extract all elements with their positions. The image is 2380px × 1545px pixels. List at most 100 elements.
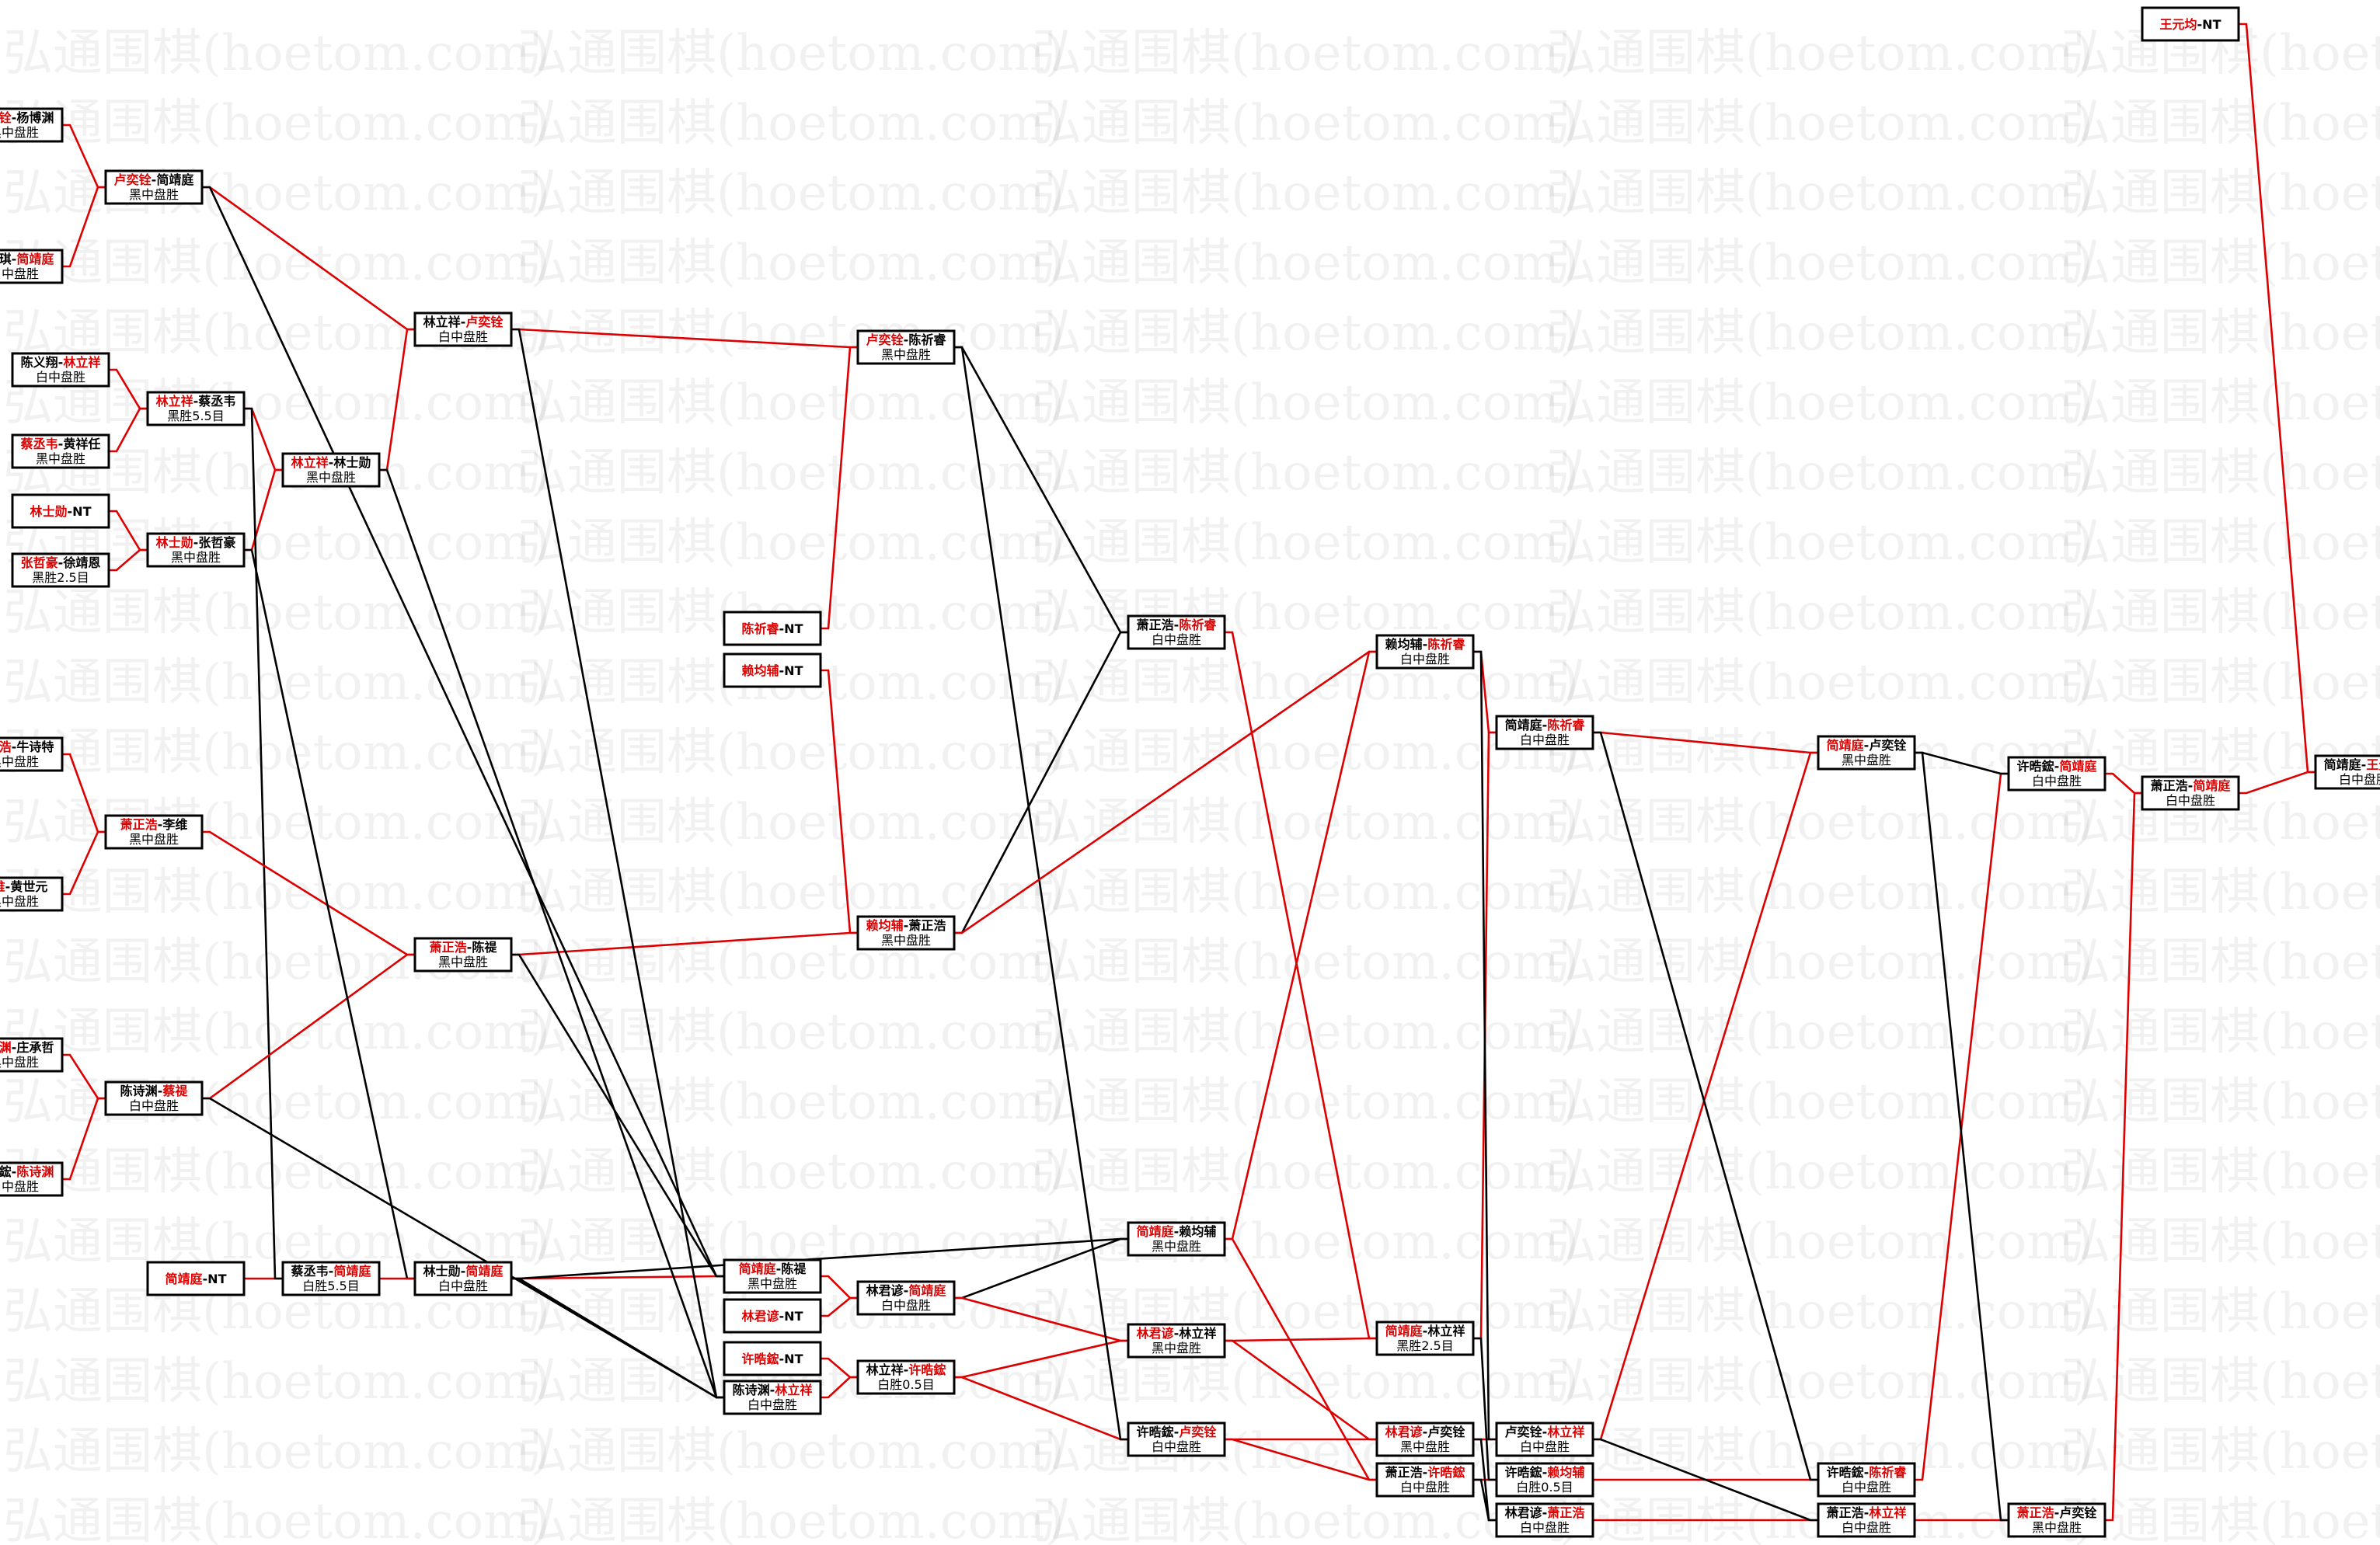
player-separator: -	[158, 817, 163, 832]
player-two: 赖均辅	[1179, 1224, 1216, 1239]
match-box-frame	[0, 107, 64, 143]
match-result: 白中盘胜	[1400, 652, 1450, 666]
watermark-text: 弘通围棋(hoetom.com)	[1032, 1073, 1579, 1131]
match-result: 黑中盘胜	[36, 451, 85, 466]
player-separator: -	[12, 739, 17, 754]
match-box-frame	[1495, 1502, 1594, 1538]
watermark-text: 弘通围棋(hoetom.com)	[1032, 444, 1579, 502]
watermark-text: 弘通围棋(hoetom.com)	[2061, 1073, 2380, 1131]
watermark-text: 弘通围棋(hoetom.com)	[1032, 1353, 1579, 1411]
player-two: NT	[784, 621, 803, 636]
match-players: 蔡丞韦-简靖庭	[291, 1264, 371, 1279]
match-box: 许晧鋐-陈诗渊白中盘胜	[0, 1161, 64, 1197]
player-two: 简靖庭	[2059, 759, 2096, 774]
match-box-frame	[856, 1359, 956, 1395]
watermark-text: 弘通围棋(hoetom.com)	[517, 444, 1065, 502]
player-two: 陈诗渊	[16, 1164, 54, 1179]
match-box-frame	[413, 311, 513, 347]
match-box-frame	[1375, 634, 1475, 670]
match-players: 简靖庭-赖均辅	[1137, 1224, 1217, 1239]
player-separator: -	[329, 1264, 334, 1279]
player-separator: -	[1542, 1425, 1548, 1439]
player-two: 陈祈睿	[1179, 618, 1217, 632]
match-result: 黑胜2.5目	[32, 570, 89, 585]
player-two: 陈禔	[472, 940, 497, 955]
player-separator: -	[779, 621, 785, 636]
player-one: 王元均	[2160, 17, 2197, 32]
match-result: 白中盘胜	[2339, 772, 2380, 787]
watermark-text: 弘通围棋(hoetom.com)	[1032, 1283, 1579, 1341]
player-two: 徐靖恩	[62, 555, 100, 570]
watermark-text: 弘通围棋(hoetom.com)	[2061, 235, 2380, 292]
bracket-line	[62, 1097, 106, 1181]
match-box: 王元均-NT	[2141, 6, 2240, 42]
player-separator: -	[1542, 1465, 1548, 1480]
watermark-text: 弘通围棋(hoetom.com)	[3, 1353, 550, 1411]
match-result: 黑中盘胜	[129, 187, 179, 202]
player-separator: -	[2361, 757, 2367, 772]
match-players: 卢奕铨-杨博渊	[0, 110, 54, 125]
match-result: 黑胜2.5目	[1396, 1338, 1453, 1353]
match-result: 黑中盘胜	[1152, 1341, 1201, 1355]
match-players: 许晧鋐-简靖庭	[2017, 759, 2097, 774]
bracket-line	[821, 1296, 858, 1317]
bracket-line	[821, 1376, 858, 1399]
player-two: 卢奕铨	[1427, 1425, 1465, 1439]
watermark-text: 弘通围棋(hoetom.com)	[2061, 165, 2380, 222]
bracket-line	[244, 407, 283, 1280]
watermark-text: 弘通围棋(hoetom.com)	[3, 584, 550, 642]
player-two: 许晧鋐	[1427, 1465, 1465, 1480]
match-box: 陈诗渊-庄承哲黑中盘胜	[0, 1037, 64, 1073]
player-separator: -	[1864, 738, 1870, 753]
watermark-text: 弘通围棋(hoetom.com)	[517, 1143, 1065, 1201]
match-players: 林士勋-简靖庭	[423, 1264, 504, 1279]
match-box-frame	[723, 611, 822, 646]
match-result: 黑中盘胜	[881, 933, 931, 948]
player-one: 许晧鋐	[1827, 1465, 1864, 1480]
watermark-text: 弘通围棋(hoetom.com)	[1546, 1353, 2093, 1411]
match-result: 白中盘胜	[747, 1397, 797, 1412]
match-result: 白胜0.5目	[877, 1377, 934, 1392]
player-one: 林立祥	[156, 394, 193, 409]
watermark-text: 弘通围棋(hoetom.com)	[3, 95, 550, 152]
player-one: 林君谚	[1137, 1326, 1174, 1341]
player-one: 林士勋	[30, 504, 68, 519]
match-players: 卢奕铨-林立祥	[1505, 1425, 1585, 1439]
player-two: 陈禔	[781, 1261, 807, 1276]
bracket-line	[109, 548, 148, 572]
match-box: 简靖庭-NT	[146, 1261, 246, 1296]
player-separator: -	[1174, 618, 1180, 632]
watermark-text: 弘通围棋(hoetom.com)	[2061, 1353, 2380, 1411]
watermark-text: 弘通围棋(hoetom.com)	[517, 1073, 1065, 1131]
player-one: 蔡丞韦	[291, 1264, 329, 1279]
bracket-line	[2105, 792, 2142, 1522]
match-result: 黑中盘胜	[438, 955, 488, 969]
watermark-text: 弘通围棋(hoetom.com)	[1546, 235, 2093, 292]
player-two: 林立祥	[1427, 1324, 1465, 1338]
player-separator: -	[904, 1283, 909, 1298]
match-box-frame	[104, 814, 204, 850]
player-one: 林立祥	[291, 455, 329, 470]
match-players: 简靖庭-陈禔	[739, 1261, 807, 1276]
match-box-frame	[1127, 1221, 1226, 1257]
watermark-text: 弘通围棋(hoetom.com)	[1546, 1283, 2093, 1341]
player-separator: -	[779, 1309, 785, 1324]
player-two: 林立祥	[1547, 1425, 1584, 1439]
watermark-text: 弘通围棋(hoetom.com)	[1032, 864, 1579, 921]
player-one: 简靖庭	[739, 1261, 776, 1276]
player-one: 林立祥	[866, 1362, 904, 1377]
match-box-frame	[1817, 1462, 1916, 1498]
match-players: 张哲豪-徐靖恩	[21, 555, 101, 570]
match-box-frame	[856, 329, 956, 365]
player-separator: -	[58, 355, 64, 370]
watermark-text: 弘通围棋(hoetom.com)	[1032, 514, 1579, 572]
player-one: 简靖庭	[2324, 757, 2361, 772]
match-box-frame	[856, 1280, 956, 1316]
